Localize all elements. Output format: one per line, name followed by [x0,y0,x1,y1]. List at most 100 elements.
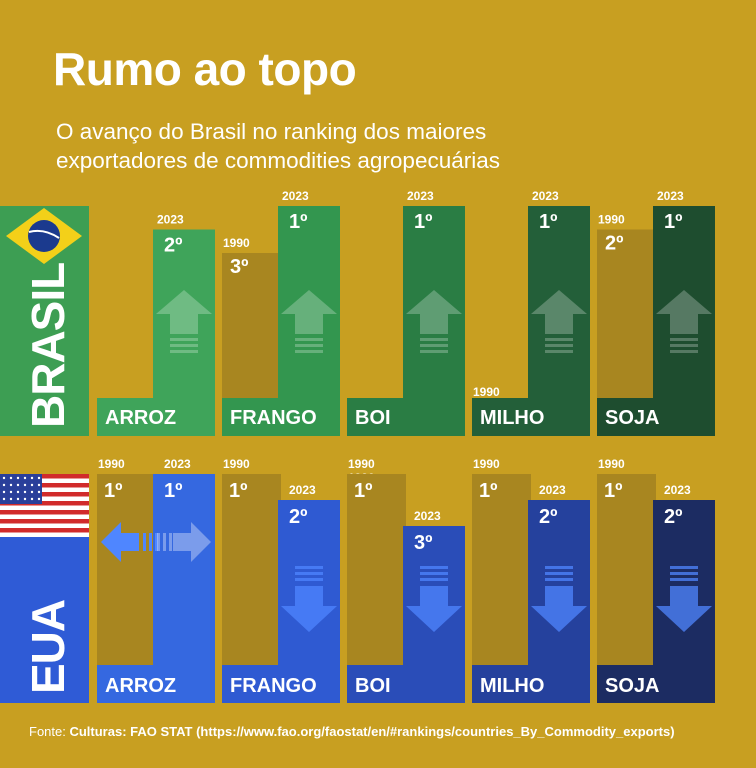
usa-flag-stripe [0,501,89,506]
category-label: FRANGO [230,675,317,697]
arrow-stripe [670,566,698,569]
arrow-stripe [295,344,323,347]
year-label-2023: 2023 [532,189,559,203]
rank-label-2023: 2º [164,235,182,257]
arrow-stripe [670,578,698,581]
category-label: SOJA [605,675,659,697]
category-label: MILHO [480,407,544,429]
brazil-category-strip [472,398,590,436]
brazil-category-strip [222,398,340,436]
usa-flag-star [23,497,27,501]
rank-label-2023: 1º [164,480,182,502]
source-note: Fonte: Culturas: FAO STAT (https://www.f… [29,724,675,739]
year-label-2023: 2023 [657,189,684,203]
rank-label-2023: 1º [414,211,432,233]
brazil-flag [6,208,82,264]
usa-flag-stripe [0,523,89,528]
arrow-stripe [545,344,573,347]
up-arrow-icon [656,290,712,334]
arrow-stripe [545,578,573,581]
year-label-2023: 2023 [282,189,309,203]
year-label-1990: 1990 [598,457,625,471]
year-label-2023: 2023 [664,483,691,497]
down-arrow-icon [281,586,337,632]
usa-flag-stripe [0,528,89,533]
rank-label-2023: 2º [539,506,557,528]
brazil-column-frango: 1990 3º 2023 1º FRANGO [222,189,340,436]
arrow-stripe [670,338,698,341]
year-label-2023: 2023 [407,189,434,203]
year-label-1990: 1990 [98,457,125,471]
usa-flag-star [2,490,6,494]
rank-label-2023: 2º [289,506,307,528]
brazil-flag-band [28,229,60,239]
usa-column-milho: 1990 1º 2023 2º MILHO [472,457,590,703]
usa-flag-star [30,476,34,480]
arrow-stripe [420,344,448,347]
category-label: ARROZ [105,675,176,697]
arrow-stripe [420,338,448,341]
usa-flag-stripe [0,487,89,492]
arrow-stripe [545,350,573,353]
usa-flag-stripe [0,474,89,479]
year-label-1990: 1990 [223,457,250,471]
usa-flag-star [23,476,27,480]
usa-flag-star [30,483,34,487]
up-arrow-icon [531,290,587,334]
brazil-category-strip [347,398,465,436]
usa-flag-stripe [0,492,89,497]
rank-label-1990: 1º [229,480,247,502]
arrow-stripe [295,572,323,575]
down-arrow-icon [531,586,587,632]
usa-label: EUA [22,600,74,694]
rank-label-1990: 3º [230,256,248,278]
arrow-stripe [163,533,166,551]
arrow-stripe [157,533,160,551]
brazil-column-arroz: 199016º20232ºARROZ [97,213,215,584]
year-label-2023: 2023 [289,483,316,497]
usa-flag-star [2,476,6,480]
arrow-stripe [295,566,323,569]
year-label-1990: 1990 [473,385,500,399]
arrow-stripe [143,533,146,551]
usa-flag-star [9,483,13,487]
usa-flag-star [37,497,41,501]
arrow-stripe [420,572,448,575]
rank-label-2023: 1º [289,211,307,233]
usa-column-arroz: 1990 1º 2023 1º ARROZ [97,457,215,703]
usa-flag-star [30,490,34,494]
usa-flag-star [9,497,13,501]
year-label-2023: 2023 [539,483,566,497]
brazil-column-milho: 1990 2023 1º MILHO [472,189,590,436]
usa-flag-stripe [0,478,89,483]
brazil-bar-2023 [528,206,590,436]
year-label-1990: 1990 [598,213,625,227]
usa-category-strip [347,665,465,703]
up-arrow-icon [156,290,212,334]
year-label-2023: 2023 [414,509,441,523]
brazil-flag-globe [28,220,60,252]
rank-label-2023: 3º [414,532,432,554]
category-label: FRANGO [230,407,317,429]
brazil-column-soja: 1990 2º 2023 1º SOJA [597,189,715,436]
arrow-stripe [545,338,573,341]
usa-flag-star [37,483,41,487]
category-label: MILHO [480,675,544,697]
usa-flag-star [9,490,13,494]
usa-category-strip [472,665,590,703]
year-label-1990: 1990 [223,236,250,250]
usa-flag-star [23,483,27,487]
usa-flag-stripe [0,483,89,488]
rank-label-1990: 1º [479,480,497,502]
arrow-stripe [149,533,152,551]
rank-label-1990: 2º [605,233,623,255]
arrow-stripe [170,344,198,347]
arrow-stripe [670,344,698,347]
arrow-stripe [420,350,448,353]
usa-bar-1990 [97,474,156,703]
usa-column-soja: 1990 1º 2023 2º SOJA [597,457,715,703]
usa-bar-1990 [472,474,531,703]
usa-category-strip [222,665,340,703]
usa-flag-stripe [0,510,89,515]
brazil-bar-2023 [278,206,340,436]
